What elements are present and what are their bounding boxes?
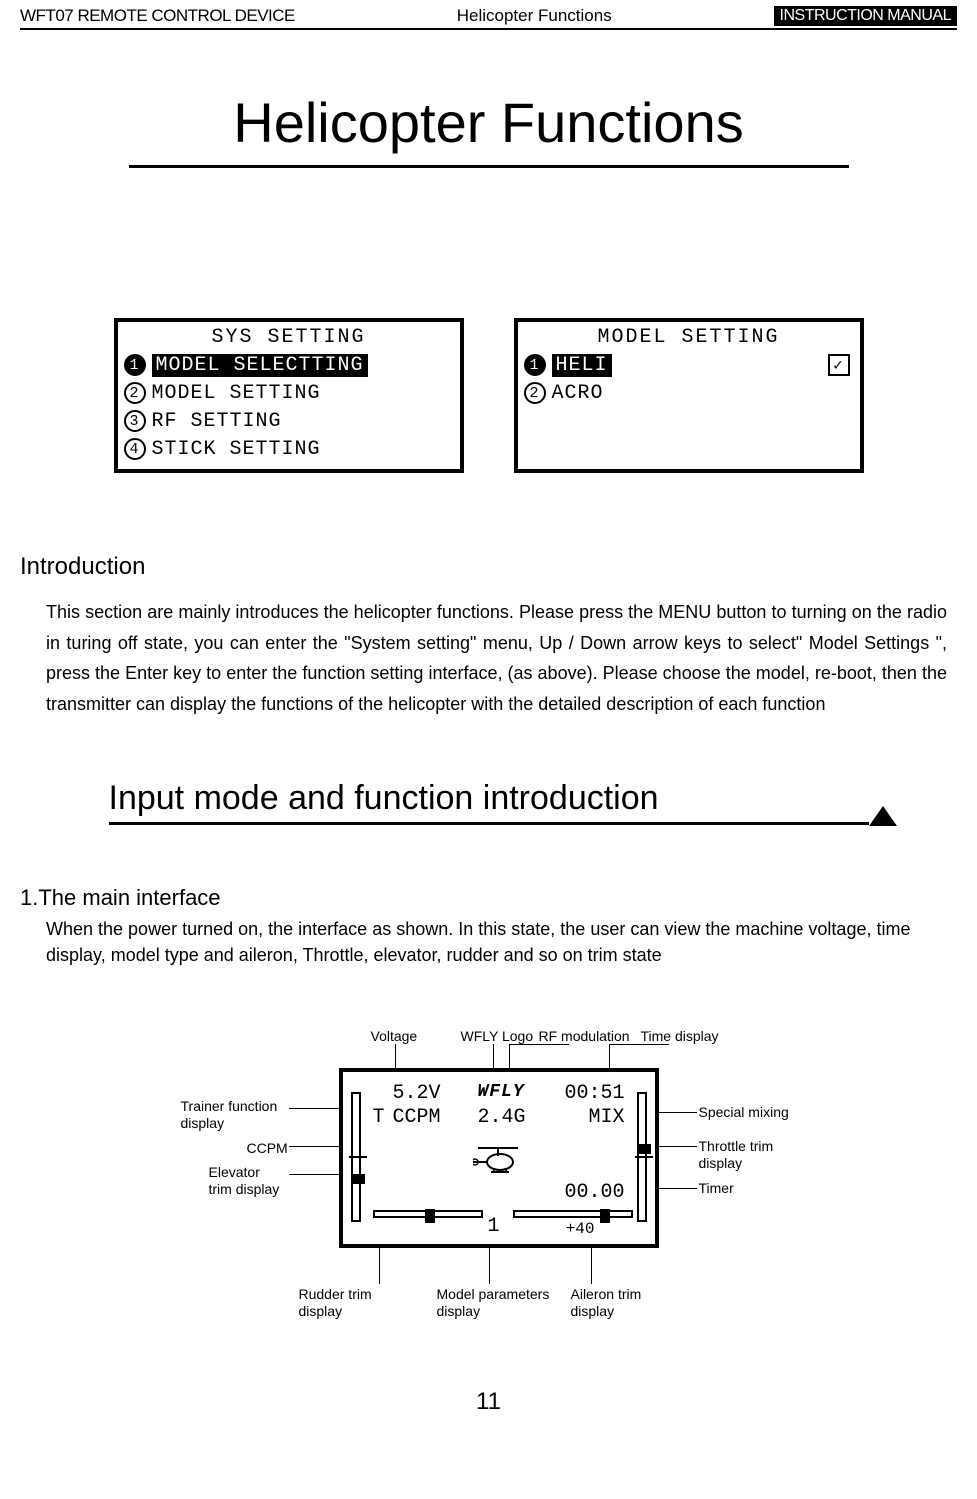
lcd1-row1-num: 1 [124, 354, 146, 376]
intro-heading: Introduction [20, 553, 957, 581]
header-center: Helicopter Functions [457, 6, 612, 26]
trim-tick-r [635, 1156, 653, 1158]
label-wfly-logo: WFLY Logo [461, 1028, 534, 1045]
page-header: WFT07 REMOTE CONTROL DEVICE Helicopter F… [20, 0, 957, 30]
screen-mix: MIX [588, 1106, 624, 1129]
page-title: Helicopter Functions [129, 90, 849, 168]
screen-timer: 00.00 [564, 1181, 624, 1204]
screen-model-number: 1 [488, 1215, 500, 1238]
label-voltage: Voltage [371, 1028, 418, 1045]
lcd2-row2-num: 2 [524, 382, 546, 404]
lcd1-row-4: 4 STICK SETTING [124, 435, 454, 463]
label-special-mixing: Special mixing [699, 1104, 789, 1121]
screen-trainer-t: T [373, 1106, 385, 1129]
lcd1-row3-num: 3 [124, 410, 146, 432]
lcd2-row1-text: HELI [552, 354, 612, 377]
aileron-trim-bar [513, 1210, 633, 1218]
lead-throttle [653, 1146, 697, 1147]
lcd1-row2-num: 2 [124, 382, 146, 404]
input-mode-subtitle: Input mode and function introduction [109, 779, 869, 825]
screen-logo: WFLY [478, 1082, 525, 1102]
label-timer: Timer [699, 1180, 734, 1197]
lead-time-h [609, 1044, 669, 1045]
rudder-trim-marker [425, 1209, 435, 1223]
label-model-params: Model parameters display [437, 1286, 550, 1320]
lcd1-row3-text: RF SETTING [152, 410, 282, 433]
section-1-text: When the power turned on, the interface … [20, 917, 957, 967]
screen-time: 00:51 [564, 1082, 624, 1105]
aileron-trim-marker [600, 1209, 610, 1223]
lcd1-title: SYS SETTING [124, 326, 454, 349]
lcd-model-setting: MODEL SETTING 1 HELI 2 ACRO ✓ [514, 318, 864, 473]
trim-tick [349, 1156, 367, 1158]
main-lcd-screen: 5.2V T CCPM WFLY 2.4G 00:51 MIX 00.00 1 … [339, 1068, 659, 1248]
lcd1-row-1: 1 MODEL SELECTTING [124, 351, 454, 379]
section-1-heading: 1.The main interface [20, 885, 957, 911]
label-trainer: Trainer function display [181, 1098, 278, 1132]
lcd1-row4-text: STICK SETTING [152, 438, 321, 461]
intro-paragraph: This section are mainly introduces the h… [20, 597, 957, 719]
checkbox-icon: ✓ [828, 354, 850, 376]
lcd2-row2-text: ACRO [552, 382, 604, 405]
lead-rf-h [509, 1044, 569, 1045]
helicopter-icon [473, 1142, 528, 1177]
lcd2-row-1: 1 HELI [524, 351, 854, 379]
label-elevator: Elevator trim display [209, 1164, 280, 1198]
header-right-badge: INSTRUCTION MANUAL [774, 6, 957, 26]
lcd2-row1-num: 1 [524, 354, 546, 376]
label-time-display: Time display [641, 1028, 719, 1045]
screen-band: 2.4G [478, 1106, 526, 1129]
label-throttle-trim: Throttle trim display [699, 1138, 774, 1172]
rudder-trim-bar [373, 1210, 483, 1218]
page-number: 11 [20, 1388, 957, 1416]
elevator-trim-bar [351, 1092, 361, 1222]
lcd2-title: MODEL SETTING [524, 326, 854, 349]
lcd1-row2-text: MODEL SETTING [152, 382, 321, 405]
elevator-trim-marker [351, 1174, 365, 1184]
lcd-sys-setting: SYS SETTING 1 MODEL SELECTTING 2 MODEL S… [114, 318, 464, 473]
label-rudder-trim: Rudder trim display [299, 1286, 372, 1320]
throttle-trim-marker [637, 1144, 651, 1154]
lcd-screenshot-pair: SYS SETTING 1 MODEL SELECTTING 2 MODEL S… [20, 318, 957, 473]
lcd1-row1-text: MODEL SELECTTING [152, 354, 368, 377]
lcd1-row-3: 3 RF SETTING [124, 407, 454, 435]
lcd1-row4-num: 4 [124, 438, 146, 460]
triangle-icon [869, 806, 897, 826]
main-interface-diagram: Voltage WFLY Logo RF modulation Time dis… [139, 1018, 839, 1358]
throttle-trim-bar [637, 1092, 647, 1222]
label-ccpm: CCPM [247, 1140, 288, 1157]
screen-voltage: 5.2V [393, 1082, 441, 1105]
header-left: WFT07 REMOTE CONTROL DEVICE [20, 6, 295, 26]
subtitle-text: Input mode and function introduction [109, 779, 659, 817]
lcd1-row-2: 2 MODEL SETTING [124, 379, 454, 407]
lcd2-row-2: 2 ACRO [524, 379, 854, 407]
label-rf-modulation: RF modulation [539, 1028, 630, 1045]
screen-ccpm: CCPM [393, 1106, 441, 1129]
label-aileron-trim: Aileron trim display [571, 1286, 642, 1320]
screen-offset: +40 [566, 1220, 595, 1238]
lead-model [489, 1242, 490, 1284]
